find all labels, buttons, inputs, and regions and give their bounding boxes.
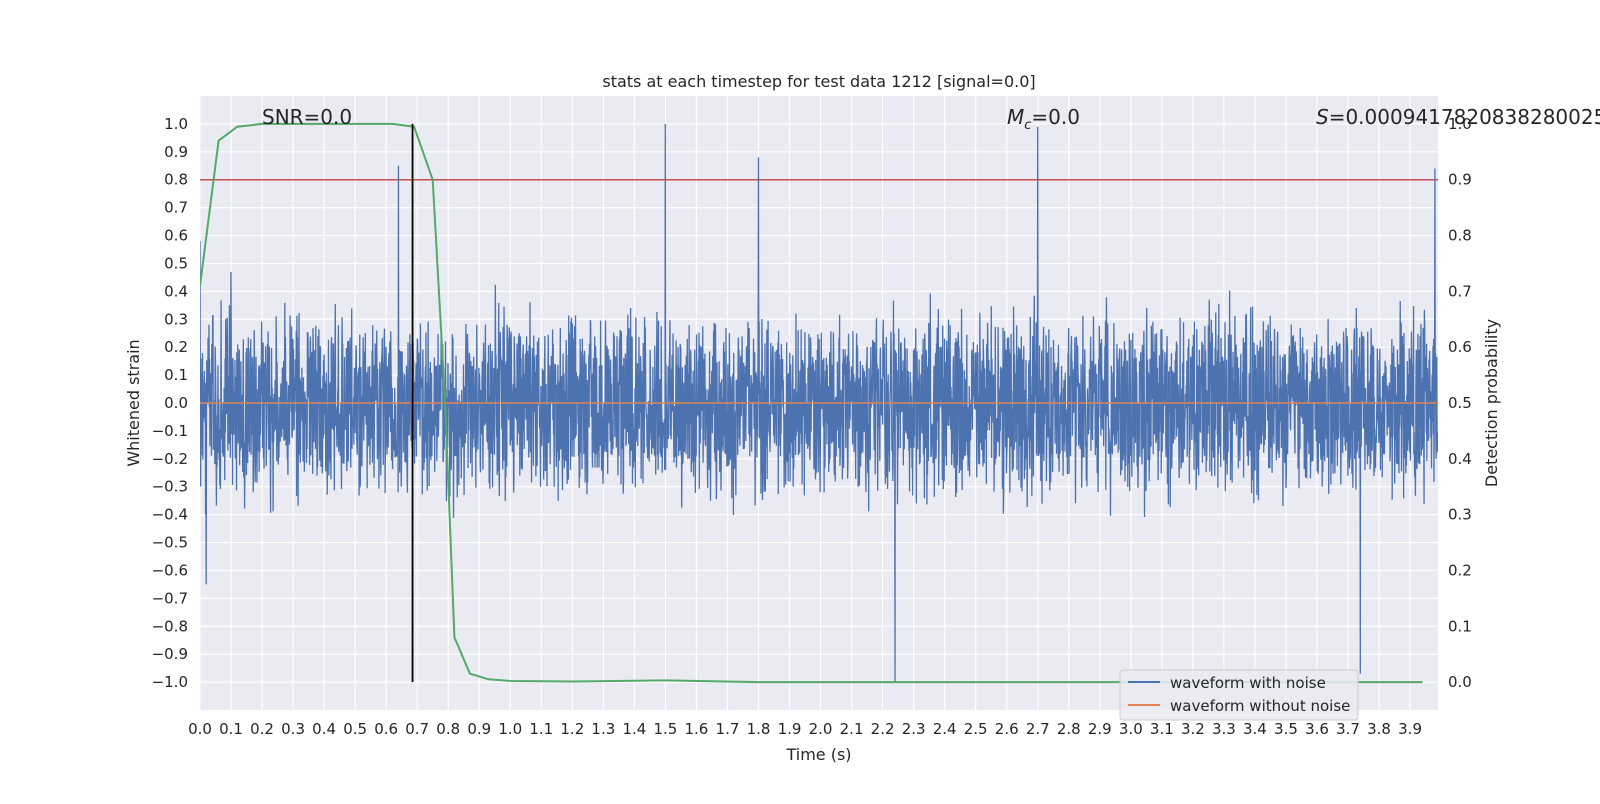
x-tick-label: 2.0 bbox=[809, 720, 833, 738]
y-right-tick-label: 0.2 bbox=[1448, 561, 1472, 579]
y-tick-label: −0.3 bbox=[152, 478, 188, 496]
y-right-axis-label: Detection probability bbox=[1482, 319, 1501, 487]
x-tick-label: 1.9 bbox=[778, 720, 802, 738]
y-tick-label: 0.3 bbox=[164, 310, 188, 328]
mc-subscript: c bbox=[1024, 118, 1031, 133]
y-right-tick-label: 0.6 bbox=[1448, 338, 1472, 356]
x-tick-labels: 0.0 0.1 0.2 0.3 0.4 0.5 0.6 0.7 0.8 0.9 1.0 1.1 1.2 1… bbox=[188, 720, 1422, 738]
y-tick-label: −0.4 bbox=[152, 506, 188, 524]
y-right-tick-label: 0.1 bbox=[1448, 617, 1472, 635]
x-tick-label: 3.1 bbox=[1150, 720, 1174, 738]
legend-box bbox=[1119, 669, 1359, 721]
y-tick-labels: 1.0 0.9 0.8 0.7 0.6 0.5 0.4 0.3 0.2 0.1 0.0 −0.1 −0.… bbox=[152, 115, 188, 691]
x-tick-label: 2.1 bbox=[840, 720, 864, 738]
legend-label-clean: waveform without noise bbox=[1170, 697, 1350, 715]
y-right-tick-label: 0.0 bbox=[1448, 673, 1472, 691]
y-tick-label: 0.5 bbox=[164, 254, 188, 272]
x-tick-label: 3.0 bbox=[1119, 720, 1143, 738]
y-right-tick-label: 0.7 bbox=[1448, 282, 1472, 300]
x-axis-label: Time (s) bbox=[785, 745, 851, 764]
x-tick-label: 3.3 bbox=[1212, 720, 1236, 738]
y-tick-label: 0.2 bbox=[164, 338, 188, 356]
x-tick-label: 3.2 bbox=[1181, 720, 1205, 738]
y-right-tick-labels: 1.0 0.9 0.8 0.7 0.6 0.5 0.4 0.3 0.2 0.1 0.0 bbox=[1448, 115, 1472, 691]
y-tick-label: −0.5 bbox=[152, 534, 188, 552]
x-tick-label: 2.3 bbox=[902, 720, 926, 738]
x-tick-label: 1.7 bbox=[716, 720, 740, 738]
legend: waveform with noise waveform without noi… bbox=[1119, 669, 1359, 721]
y-axis-label: Whitened strain bbox=[124, 339, 143, 466]
x-tick-label: 2.9 bbox=[1088, 720, 1112, 738]
y-tick-label: 0.7 bbox=[164, 199, 188, 217]
x-tick-label: 1.0 bbox=[498, 720, 522, 738]
chart-title: stats at each timestep for test data 121… bbox=[602, 72, 1035, 91]
x-tick-label: 1.1 bbox=[529, 720, 553, 738]
mc-annotation: Mc=0.0 bbox=[1007, 105, 1080, 133]
x-tick-label: 0.8 bbox=[436, 720, 460, 738]
s-annotation: S=0.0009417820838280025 bbox=[1316, 105, 1600, 129]
x-tick-label: 3.8 bbox=[1367, 720, 1391, 738]
y-tick-label: 1.0 bbox=[164, 115, 188, 133]
x-tick-label: 1.3 bbox=[591, 720, 615, 738]
x-tick-label: 1.5 bbox=[653, 720, 677, 738]
series-waveform-with-noise bbox=[200, 123, 1438, 683]
y-right-tick-label: 0.3 bbox=[1448, 506, 1472, 524]
y-tick-label: −0.1 bbox=[152, 422, 188, 440]
x-tick-label: 3.5 bbox=[1274, 720, 1298, 738]
x-tick-label: 3.4 bbox=[1243, 720, 1267, 738]
x-tick-label: 0.2 bbox=[250, 720, 274, 738]
x-tick-label: 2.4 bbox=[933, 720, 957, 738]
x-tick-label: 0.7 bbox=[405, 720, 429, 738]
y-tick-label: −1.0 bbox=[152, 673, 188, 691]
x-tick-label: 2.8 bbox=[1057, 720, 1081, 738]
x-tick-label: 2.5 bbox=[964, 720, 988, 738]
y-tick-label: 0.4 bbox=[164, 282, 188, 300]
y-right-tick-label: 0.9 bbox=[1448, 171, 1472, 189]
x-tick-label: 2.6 bbox=[995, 720, 1019, 738]
x-tick-label: 1.8 bbox=[747, 720, 771, 738]
snr-annotation: SNR=0.0 bbox=[262, 105, 352, 129]
x-tick-label: 3.9 bbox=[1398, 720, 1422, 738]
series-detection-probability bbox=[200, 122, 1423, 684]
s-value: =0.0009417820838280025 bbox=[1329, 105, 1600, 129]
y-right-tick-label: 0.5 bbox=[1448, 394, 1472, 412]
x-tick-label: 0.3 bbox=[281, 720, 305, 738]
y-tick-label: −0.2 bbox=[152, 450, 188, 468]
legend-label-noise: waveform with noise bbox=[1170, 674, 1326, 692]
x-tick-label: 0.1 bbox=[219, 720, 243, 738]
y-tick-label: 0.1 bbox=[164, 366, 188, 384]
series-layer bbox=[200, 122, 1438, 684]
x-tick-label: 0.9 bbox=[467, 720, 491, 738]
y-right-tick-label: 0.8 bbox=[1448, 227, 1472, 245]
x-tick-label: 1.2 bbox=[560, 720, 584, 738]
y-tick-label: −0.6 bbox=[152, 561, 188, 579]
y-tick-label: −0.7 bbox=[152, 589, 188, 607]
x-tick-label: 3.7 bbox=[1336, 720, 1360, 738]
mc-symbol: M bbox=[1007, 105, 1024, 129]
x-tick-label: 3.6 bbox=[1305, 720, 1329, 738]
y-tick-label: −0.9 bbox=[152, 645, 188, 663]
x-tick-label: 0.0 bbox=[188, 720, 212, 738]
x-tick-label: 2.7 bbox=[1026, 720, 1050, 738]
x-tick-label: 0.4 bbox=[312, 720, 336, 738]
mc-value: =0.0 bbox=[1031, 105, 1080, 129]
x-tick-label: 1.4 bbox=[622, 720, 646, 738]
x-tick-label: 0.5 bbox=[343, 720, 367, 738]
x-tick-label: 0.6 bbox=[374, 720, 398, 738]
y-tick-label: 0.6 bbox=[164, 227, 188, 245]
x-tick-label: 1.6 bbox=[685, 720, 709, 738]
s-symbol: S bbox=[1316, 105, 1329, 129]
x-tick-label: 2.2 bbox=[871, 720, 895, 738]
y-right-tick-label: 1.0 bbox=[1448, 115, 1472, 133]
y-tick-label: −0.8 bbox=[152, 617, 188, 635]
y-tick-label: 0.9 bbox=[164, 143, 188, 161]
y-tick-label: 0.8 bbox=[164, 171, 188, 189]
y-right-tick-label: 0.4 bbox=[1448, 450, 1472, 468]
y-tick-label: 0.0 bbox=[164, 394, 188, 412]
